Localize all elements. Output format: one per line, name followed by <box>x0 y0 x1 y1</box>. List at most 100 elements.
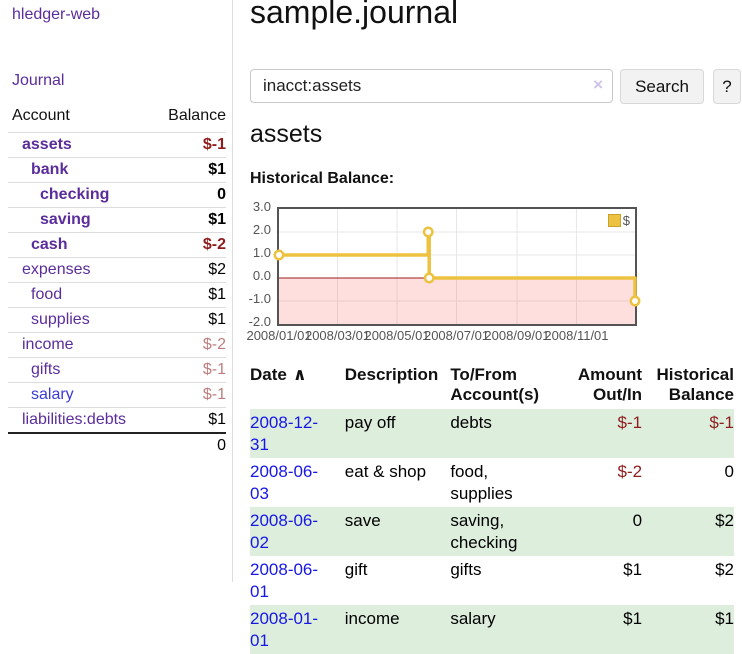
account-link-liabilities-debts[interactable]: liabilities:debts <box>22 411 127 428</box>
tx-description: income <box>344 609 400 628</box>
account-link-saving[interactable]: saving <box>40 211 91 228</box>
tx-amount: $1 <box>623 609 643 628</box>
y-tick-label: 3.0 <box>252 199 271 214</box>
account-row: checking 0 <box>8 182 226 208</box>
y-tick-label: 1.0 <box>252 245 271 260</box>
search-input[interactable] <box>250 69 613 103</box>
x-tick-label: 2008/05/01 <box>364 328 430 343</box>
account-link-food[interactable]: food <box>31 286 63 303</box>
transaction-row: 2008-06-01 gift gifts $1 $2 <box>250 556 734 605</box>
tx-date-link[interactable]: 2008-06-01 <box>250 560 319 601</box>
tofrom-column-header: To/From Account(s) <box>450 365 540 404</box>
chart-plot-svg <box>273 209 641 324</box>
account-balance: 0 <box>154 182 226 208</box>
series-label: $ <box>622 213 630 228</box>
x-tick-label: 2008/09/01 <box>484 328 550 343</box>
description-column-header: Description <box>344 365 439 384</box>
tx-tofrom: debts <box>450 413 492 432</box>
tx-description: gift <box>344 560 368 579</box>
tx-historical: $1 <box>715 609 734 628</box>
tx-tofrom: salary <box>450 609 496 628</box>
date-column-header[interactable]: Date ∧ <box>250 365 307 384</box>
transactions-header-row: Date ∧ Description To/From Account(s) Amo… <box>250 363 734 409</box>
y-tick-label: -2.0 <box>248 314 271 329</box>
main-content: sample.journal × Search ? assets Histori… <box>246 0 741 654</box>
account-row: bank $1 <box>8 157 226 183</box>
tx-description: eat & shop <box>344 462 427 481</box>
x-tick-label: 2008/03/01 <box>304 328 371 343</box>
chart-label: Historical Balance: <box>250 170 395 187</box>
historical-balance-chart: $ 3.0 2.0 1.0 0.0 -1.0 -2.0 2008/01/01 2008/03/… <box>246 199 734 348</box>
account-balance: $-1 <box>154 357 226 383</box>
tx-historical: $-1 <box>709 413 734 432</box>
chart-legend: $ <box>606 213 631 228</box>
tx-historical: $2 <box>715 560 734 579</box>
amount-column-header: Amount Out/In <box>577 365 643 404</box>
account-balance: $-1 <box>154 132 226 158</box>
account-link-checking[interactable]: checking <box>40 186 110 203</box>
tx-date-link[interactable]: 2008-06-03 <box>250 462 319 503</box>
account-row: expenses $2 <box>8 257 226 283</box>
tx-date-link[interactable]: 2008-12-31 <box>250 413 319 454</box>
y-tick-label: 2.0 <box>252 222 271 237</box>
search-button[interactable]: Search <box>620 69 704 104</box>
account-link-assets[interactable]: assets <box>22 136 72 153</box>
x-tick-label: 2008/11/01 <box>544 328 609 343</box>
tx-historical: 0 <box>724 462 734 481</box>
accounts-total-row: 0 <box>8 432 226 458</box>
account-balance: $-2 <box>154 332 226 358</box>
account-link-income[interactable]: income <box>22 336 74 353</box>
sort-ascending-icon: ∧ <box>292 365 307 384</box>
series-swatch-icon <box>607 214 621 227</box>
section-title: assets <box>250 120 323 148</box>
account-balance: $2 <box>154 257 226 283</box>
account-row: liabilities:debts $1 <box>8 407 226 433</box>
x-tick-label: 2008/07/01 <box>423 328 490 343</box>
tx-description: save <box>344 511 381 530</box>
balance-column-header: Balance <box>168 107 226 124</box>
y-tick-label: 0.0 <box>252 268 271 283</box>
accounts-header-row: Account Balance <box>8 103 226 133</box>
tx-date-link[interactable]: 2008-06-02 <box>250 511 319 552</box>
tx-amount: $-1 <box>617 413 643 432</box>
account-row: cash $-2 <box>8 232 226 258</box>
brand-link[interactable]: hledger-web <box>12 6 101 23</box>
sidebar-item-journal[interactable]: Journal <box>12 72 65 89</box>
accounts-balance-table: Account Balance assets $-1 bank $1 check… <box>8 103 226 458</box>
clear-search-icon[interactable]: × <box>593 75 603 94</box>
account-link-cash[interactable]: cash <box>31 236 68 253</box>
transactions-table: Date ∧ Description To/From Account(s) Amo… <box>250 363 734 654</box>
tx-historical: $2 <box>715 511 734 530</box>
tx-date-link[interactable]: 2008-01-01 <box>250 609 319 650</box>
account-row: food $1 <box>8 282 226 308</box>
account-balance: $1 <box>154 307 226 333</box>
account-row: gifts $-1 <box>8 357 226 383</box>
account-balance: $-2 <box>154 232 226 258</box>
tx-tofrom: food, supplies <box>450 462 513 503</box>
transaction-row: 2008-06-03 eat & shop food, supplies $-2… <box>250 458 734 507</box>
tx-amount: $-2 <box>617 462 643 481</box>
account-link-supplies[interactable]: supplies <box>31 311 90 328</box>
accounts-total-value: 0 <box>154 432 226 458</box>
historical-column-header: Historical Balance <box>656 365 734 404</box>
transaction-row: 2008-06-02 save saving, checking 0 $2 <box>250 507 734 556</box>
account-link-bank[interactable]: bank <box>31 161 69 178</box>
x-tick-label: 2008/01/01 <box>246 328 312 343</box>
tx-amount: 0 <box>632 511 643 530</box>
account-link-gifts[interactable]: gifts <box>31 361 61 378</box>
account-link-expenses[interactable]: expenses <box>22 261 91 278</box>
account-row: salary $-1 <box>8 382 226 408</box>
account-balance: $1 <box>154 282 226 308</box>
help-button[interactable]: ? <box>713 69 741 104</box>
chart-plot: $ <box>273 207 641 326</box>
y-tick-label: -1.0 <box>248 291 271 306</box>
tx-description: pay off <box>344 413 396 432</box>
tx-tofrom: gifts <box>450 560 482 579</box>
search-form: × Search ? <box>250 69 742 104</box>
page-title: sample.journal <box>250 0 459 30</box>
account-balance: $1 <box>154 157 226 183</box>
account-balance: $-1 <box>154 382 226 408</box>
account-row: income $-2 <box>8 332 226 358</box>
account-link-salary[interactable]: salary <box>31 386 74 403</box>
transaction-row: 2008-12-31 pay off debts $-1 $-1 <box>250 409 734 458</box>
